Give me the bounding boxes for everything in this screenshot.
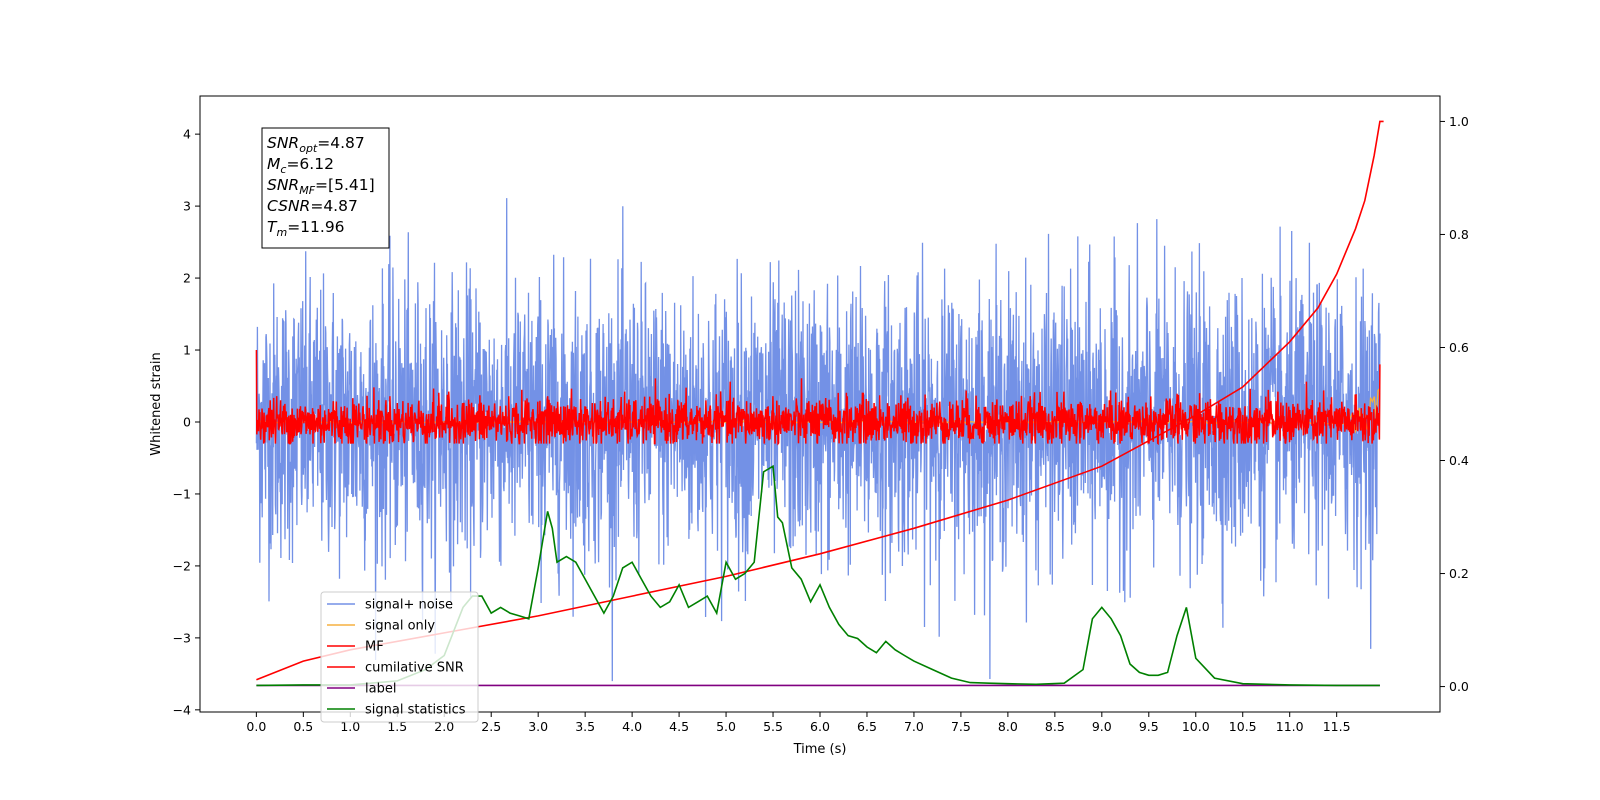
- series-mf: [255, 349, 1381, 446]
- y-tick-label: 4: [183, 127, 191, 142]
- x-tick-label: 5.5: [763, 719, 783, 734]
- x-tick-label: 6.5: [857, 719, 877, 734]
- legend-label: signal statistics: [365, 703, 466, 718]
- x-tick-label: 6.0: [810, 719, 830, 734]
- y2-tick-label: 0.6: [1449, 340, 1469, 355]
- x-tick-label: 2.5: [481, 719, 501, 734]
- y-tick-label: −3: [173, 630, 191, 645]
- x-tick-label: 1.5: [387, 719, 407, 734]
- x-tick-label: 8.0: [998, 719, 1018, 734]
- legend-label: MF: [365, 640, 384, 655]
- y-tick-label: −2: [173, 558, 191, 573]
- x-tick-label: 9.0: [1092, 719, 1112, 734]
- x-tick-label: 0.0: [246, 719, 266, 734]
- y-tick-label: −4: [173, 702, 191, 717]
- series-signal-noise: [255, 198, 1381, 682]
- y2-tick-label: 0.0: [1449, 679, 1469, 694]
- annotation-box: [261, 127, 390, 249]
- y2-tick-label: 0.8: [1449, 227, 1469, 242]
- legend-label: label: [365, 682, 396, 697]
- y-tick-label: 2: [183, 271, 191, 286]
- annotation-line: SNRMF=[5.41]: [267, 176, 375, 197]
- x-tick-label: 8.5: [1045, 719, 1065, 734]
- legend-label: signal+ noise: [365, 598, 453, 613]
- x-tick-label: 10.0: [1182, 719, 1210, 734]
- legend-label: cumilative SNR: [365, 661, 464, 676]
- x-tick-label: 7.5: [951, 719, 971, 734]
- y2-tick-label: 1.0: [1449, 114, 1469, 129]
- x-tick-label: 4.5: [669, 719, 689, 734]
- x-tick-label: 11.0: [1276, 719, 1304, 734]
- annotation-line: Tm=11.96: [267, 218, 345, 239]
- x-tick-label: 2.0: [434, 719, 454, 734]
- y-tick-label: 0: [183, 414, 191, 429]
- legend-label: signal only: [365, 619, 435, 634]
- annotation-line: SNRopt=4.87: [267, 134, 365, 155]
- y-tick-label: −1: [173, 486, 191, 501]
- x-tick-label: 10.5: [1229, 719, 1257, 734]
- x-tick-label: 11.5: [1323, 719, 1351, 734]
- x-tick-label: 0.5: [293, 719, 313, 734]
- y2-tick-label: 0.2: [1449, 566, 1469, 581]
- x-axis-label: Time (s): [793, 742, 847, 757]
- x-tick-label: 7.0: [904, 719, 924, 734]
- x-tick-label: 1.0: [340, 719, 360, 734]
- x-tick-label: 3.5: [575, 719, 595, 734]
- annotation-line: CSNR=4.87: [267, 197, 358, 215]
- x-tick-label: 4.0: [622, 719, 642, 734]
- x-tick-label: 9.5: [1139, 719, 1159, 734]
- y-tick-label: 3: [183, 199, 191, 214]
- series-signal-statistics: [256, 464, 1380, 687]
- x-tick-label: 5.0: [716, 719, 736, 734]
- y-axis-label: Whitened strain: [149, 352, 164, 455]
- legend-box: [320, 591, 479, 723]
- annotation-line: Mc=6.12: [267, 155, 334, 176]
- x-tick-label: 3.0: [528, 719, 548, 734]
- y2-tick-label: 0.4: [1449, 453, 1469, 468]
- y-tick-label: 1: [183, 343, 191, 358]
